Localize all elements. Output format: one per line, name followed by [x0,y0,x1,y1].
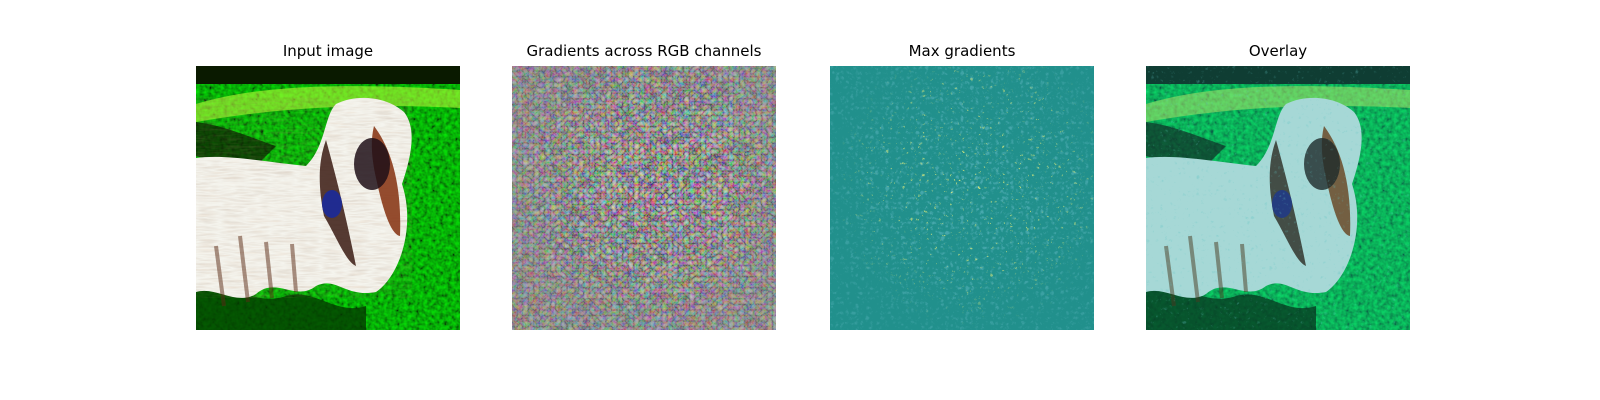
max-gradients-image [830,66,1094,330]
panel-title-max-gradients: Max gradients [908,42,1016,60]
panel-title-input-image: Input image [282,42,374,60]
input-image [196,66,460,330]
panel-title-rgb-gradients: Gradients across RGB channels [526,42,762,60]
overlay-image [1146,66,1410,330]
panel-title-overlay: Overlay [1248,42,1308,60]
rgb-gradients-image [512,66,776,330]
